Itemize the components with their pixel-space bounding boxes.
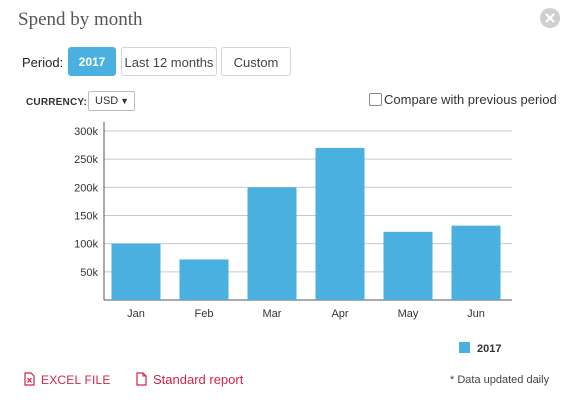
- legend-label: 2017: [477, 343, 502, 355]
- chevron-down-icon: ▼: [120, 96, 129, 106]
- x-tick-label: Jun: [467, 308, 485, 320]
- x-tick-label: Jan: [127, 308, 145, 320]
- close-icon[interactable]: [540, 8, 560, 28]
- y-tick-label: 150k: [74, 211, 98, 223]
- y-tick-label: 50k: [80, 267, 98, 279]
- standard-report-label: Standard report: [153, 372, 244, 387]
- period-last-12-months-button[interactable]: Last 12 months: [121, 47, 217, 76]
- currency-value: USD: [95, 95, 119, 107]
- x-tick-label: Feb: [195, 308, 214, 320]
- x-tick-label: Mar: [263, 308, 282, 320]
- compare-label: Compare with previous period: [384, 92, 557, 107]
- bar-jan: [111, 243, 161, 300]
- checkbox-box[interactable]: [369, 93, 382, 106]
- dialog-title: Spend by month: [18, 9, 143, 30]
- data-update-note: * Data updated daily: [450, 374, 550, 386]
- period-label: Period:: [22, 55, 64, 70]
- y-tick-label: 300k: [74, 126, 98, 138]
- y-tick-label: 100k: [74, 239, 98, 251]
- bar-jun: [451, 225, 501, 300]
- currency-select[interactable]: USD ▼: [88, 91, 135, 111]
- bar-apr: [315, 147, 365, 300]
- standard-report-link[interactable]: Standard report: [136, 372, 243, 387]
- excel-file-icon: [24, 372, 35, 386]
- bar-mar: [247, 187, 297, 300]
- legend-swatch: [459, 342, 470, 353]
- y-tick-label: 250k: [74, 154, 98, 166]
- x-tick-label: Apr: [331, 308, 348, 320]
- bar-may: [383, 231, 433, 300]
- period-custom-button[interactable]: Custom: [221, 47, 291, 76]
- excel-file-label: EXCEL FILE: [41, 373, 111, 387]
- bar-feb: [179, 259, 229, 300]
- x-tick-label: May: [398, 308, 419, 320]
- document-icon: [136, 372, 147, 386]
- excel-file-link[interactable]: EXCEL FILE: [24, 372, 111, 387]
- currency-label: CURRENCY:: [26, 97, 88, 108]
- period-2017-button[interactable]: 2017: [68, 47, 116, 76]
- y-tick-label: 200k: [74, 182, 98, 194]
